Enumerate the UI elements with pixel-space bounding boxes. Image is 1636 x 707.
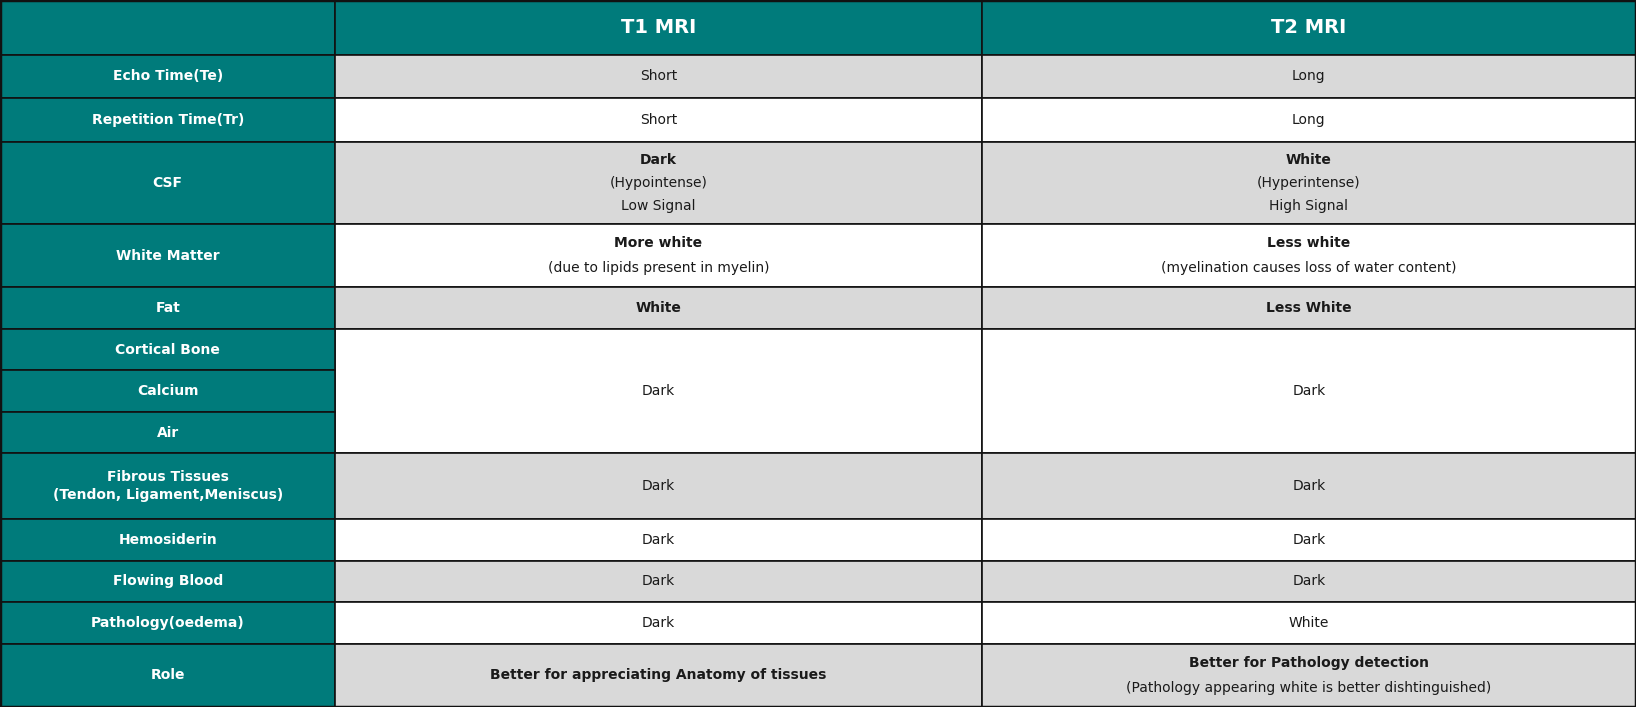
Bar <box>0 54 335 98</box>
Text: Long: Long <box>1292 113 1325 127</box>
Bar <box>335 519 982 561</box>
Text: High Signal: High Signal <box>1270 199 1348 214</box>
Bar <box>0 602 335 643</box>
Bar <box>0 370 335 412</box>
Bar <box>335 329 982 453</box>
Bar <box>982 54 1636 98</box>
Text: Hemosiderin: Hemosiderin <box>118 533 218 547</box>
Text: White: White <box>1289 616 1328 630</box>
Text: Calcium: Calcium <box>137 384 198 398</box>
Text: (Pathology appearing white is better dishtinguished): (Pathology appearing white is better dis… <box>1126 681 1492 695</box>
Bar <box>0 0 335 54</box>
Bar <box>0 224 335 287</box>
Bar <box>982 224 1636 287</box>
Bar <box>982 519 1636 561</box>
Bar <box>335 561 982 602</box>
Text: Fibrous Tissues
(Tendon, Ligament,Meniscus): Fibrous Tissues (Tendon, Ligament,Menisc… <box>52 470 283 503</box>
Bar <box>335 453 982 519</box>
Text: Long: Long <box>1292 69 1325 83</box>
Text: Short: Short <box>640 69 677 83</box>
Bar <box>0 412 335 453</box>
Text: Role: Role <box>151 668 185 682</box>
Text: Flowing Blood: Flowing Blood <box>113 574 222 588</box>
Text: T1 MRI: T1 MRI <box>622 18 695 37</box>
Text: Pathology(oedema): Pathology(oedema) <box>92 616 244 630</box>
Bar <box>335 54 982 98</box>
Text: Better for appreciating Anatomy of tissues: Better for appreciating Anatomy of tissu… <box>491 668 826 682</box>
Text: Dark: Dark <box>640 153 677 167</box>
Text: Short: Short <box>640 113 677 127</box>
Text: CSF: CSF <box>152 176 183 190</box>
Bar <box>335 142 982 224</box>
Text: Dark: Dark <box>641 574 676 588</box>
Bar <box>982 98 1636 142</box>
Bar <box>0 561 335 602</box>
Bar <box>982 453 1636 519</box>
Bar <box>335 0 982 54</box>
Text: Cortical Bone: Cortical Bone <box>115 343 221 356</box>
Text: White: White <box>1286 153 1332 167</box>
Text: White Matter: White Matter <box>116 249 219 263</box>
Text: Less white: Less white <box>1268 236 1350 250</box>
Bar <box>335 643 982 707</box>
Bar <box>982 602 1636 643</box>
Text: Less White: Less White <box>1266 301 1351 315</box>
Bar <box>982 643 1636 707</box>
Text: Dark: Dark <box>641 533 676 547</box>
Bar <box>335 224 982 287</box>
Bar <box>982 287 1636 329</box>
Bar <box>0 519 335 561</box>
Text: (myelination causes loss of water content): (myelination causes loss of water conten… <box>1162 262 1456 275</box>
Text: (due to lipids present in myelin): (due to lipids present in myelin) <box>548 262 769 275</box>
Text: Echo Time(Te): Echo Time(Te) <box>113 69 222 83</box>
Text: Dark: Dark <box>1292 384 1325 398</box>
Bar <box>982 0 1636 54</box>
Bar <box>982 561 1636 602</box>
Text: Dark: Dark <box>641 384 676 398</box>
Text: Dark: Dark <box>1292 533 1325 547</box>
Text: (Hyperintense): (Hyperintense) <box>1256 176 1361 190</box>
Bar <box>0 453 335 519</box>
Text: More white: More white <box>615 236 702 250</box>
Text: Air: Air <box>157 426 178 440</box>
Text: Dark: Dark <box>1292 479 1325 493</box>
Bar <box>0 643 335 707</box>
Bar <box>982 142 1636 224</box>
Text: White: White <box>635 301 682 315</box>
Bar <box>335 602 982 643</box>
Bar <box>0 142 335 224</box>
Bar <box>0 98 335 142</box>
Text: Better for Pathology detection: Better for Pathology detection <box>1189 655 1428 670</box>
Text: Dark: Dark <box>1292 574 1325 588</box>
Text: (Hypointense): (Hypointense) <box>610 176 707 190</box>
Text: Low Signal: Low Signal <box>622 199 695 214</box>
Text: Fat: Fat <box>155 301 180 315</box>
Bar <box>982 329 1636 453</box>
Text: T2 MRI: T2 MRI <box>1271 18 1346 37</box>
Text: Dark: Dark <box>641 616 676 630</box>
Text: Repetition Time(Tr): Repetition Time(Tr) <box>92 113 244 127</box>
Text: Dark: Dark <box>641 479 676 493</box>
Bar <box>0 287 335 329</box>
Bar <box>335 287 982 329</box>
Bar <box>0 329 335 370</box>
Bar <box>335 98 982 142</box>
